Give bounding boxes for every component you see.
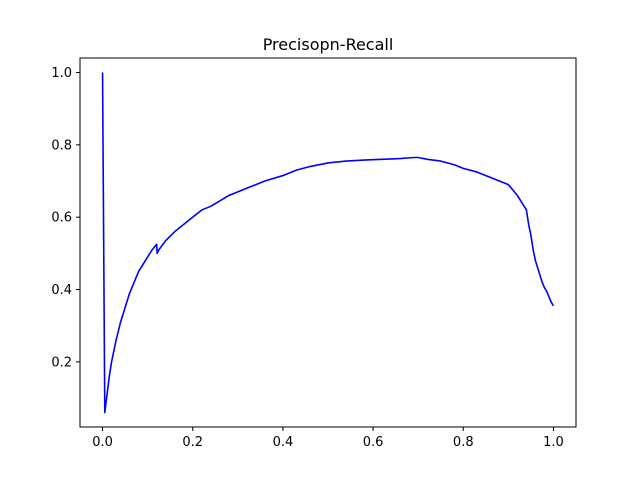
x-tick-label: 0.4 — [273, 435, 294, 450]
plot-frame — [79, 57, 577, 428]
y-tick-label: 0.6 — [51, 211, 72, 226]
y-tick-label: 0.4 — [51, 283, 72, 298]
x-tick-label: 1.0 — [543, 435, 564, 450]
series-line-0 — [101, 72, 555, 414]
x-tick-label: 0.8 — [453, 435, 474, 450]
x-tick-label: 0.6 — [363, 435, 384, 450]
y-tick-label: 0.2 — [51, 355, 72, 370]
y-tick-label: 1.0 — [51, 66, 72, 81]
x-tick-label: 0.2 — [182, 435, 203, 450]
y-tick-label: 0.8 — [51, 138, 72, 153]
x-tick-label: 0.0 — [92, 435, 113, 450]
chart-title: Precisopn-Recall — [263, 35, 394, 54]
